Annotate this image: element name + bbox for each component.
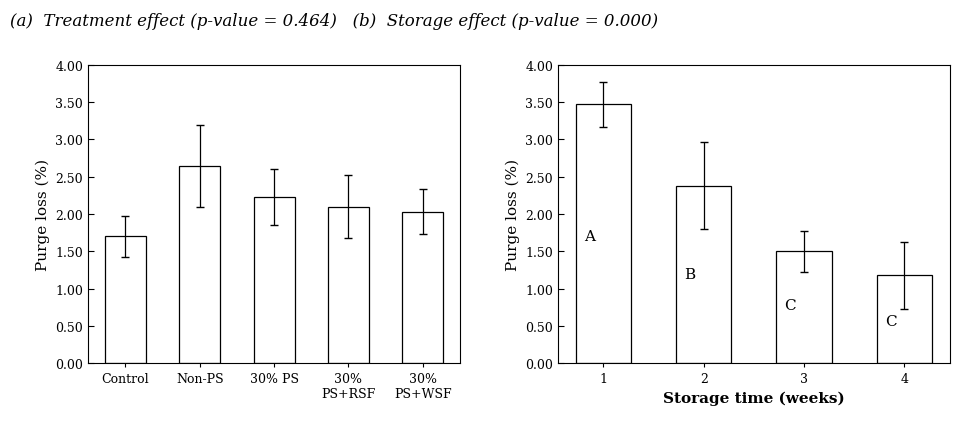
Text: B: B (684, 267, 694, 281)
Text: A: A (583, 230, 595, 244)
Bar (776, 252, 830, 364)
X-axis label: Storage time (weeks): Storage time (weeks) (662, 391, 844, 406)
Bar (575, 105, 631, 364)
Bar (179, 166, 220, 364)
Bar (328, 207, 369, 364)
Bar (676, 186, 731, 364)
Text: (a)  Treatment effect (p-value = 0.464)   (b)  Storage effect (p-value = 0.000): (a) Treatment effect (p-value = 0.464) (… (10, 13, 657, 30)
Bar (402, 212, 443, 364)
Y-axis label: Purge loss (%): Purge loss (%) (505, 159, 519, 271)
Y-axis label: Purge loss (%): Purge loss (%) (35, 159, 50, 271)
Text: C: C (783, 298, 795, 312)
Text: C: C (884, 314, 896, 328)
Bar (875, 276, 931, 364)
Bar (253, 198, 294, 364)
Bar (105, 237, 146, 364)
